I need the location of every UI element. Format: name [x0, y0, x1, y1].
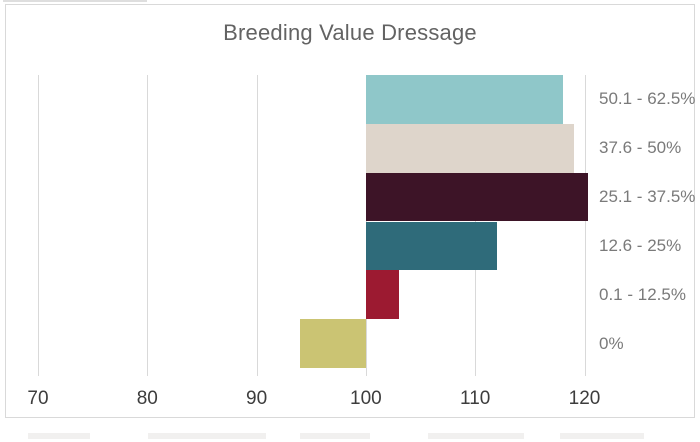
x-tick-label-90: 90 [246, 388, 268, 409]
bar-4 [365, 270, 399, 320]
cropped-caption-artifact [560, 433, 644, 439]
category-label-5: 0% [599, 333, 624, 353]
category-label-1: 37.6 - 50% [599, 138, 682, 158]
bar-1 [365, 123, 574, 173]
category-label-0: 50.1 - 62.5% [599, 89, 696, 109]
screenshot-crop-artifact [3, 0, 147, 2]
gridline-120 [584, 75, 586, 376]
bar-5 [300, 319, 366, 368]
cropped-caption-artifact [28, 433, 90, 439]
x-tick-label-80: 80 [136, 388, 158, 409]
cropped-caption-artifact [148, 433, 266, 439]
x-tick-label-110: 110 [460, 388, 491, 409]
cropped-caption-artifact [300, 433, 370, 439]
category-label-3: 12.6 - 25% [599, 235, 682, 255]
gridline-70 [38, 75, 39, 376]
x-tick-label-70: 70 [27, 388, 49, 409]
chart-title: Breeding Value Dressage [223, 20, 477, 45]
category-label-2: 25.1 - 37.5% [599, 187, 696, 207]
x-tick-label-100: 100 [350, 388, 382, 409]
category-label-4: 0.1 - 12.5% [599, 284, 686, 304]
bar-2 [365, 172, 588, 222]
x-tick-label-120: 120 [568, 388, 601, 409]
cropped-caption-artifact [428, 433, 524, 439]
gridline-80 [147, 75, 149, 376]
bar-3 [365, 221, 498, 271]
gridline-90 [256, 75, 258, 376]
bar-0 [365, 75, 563, 124]
